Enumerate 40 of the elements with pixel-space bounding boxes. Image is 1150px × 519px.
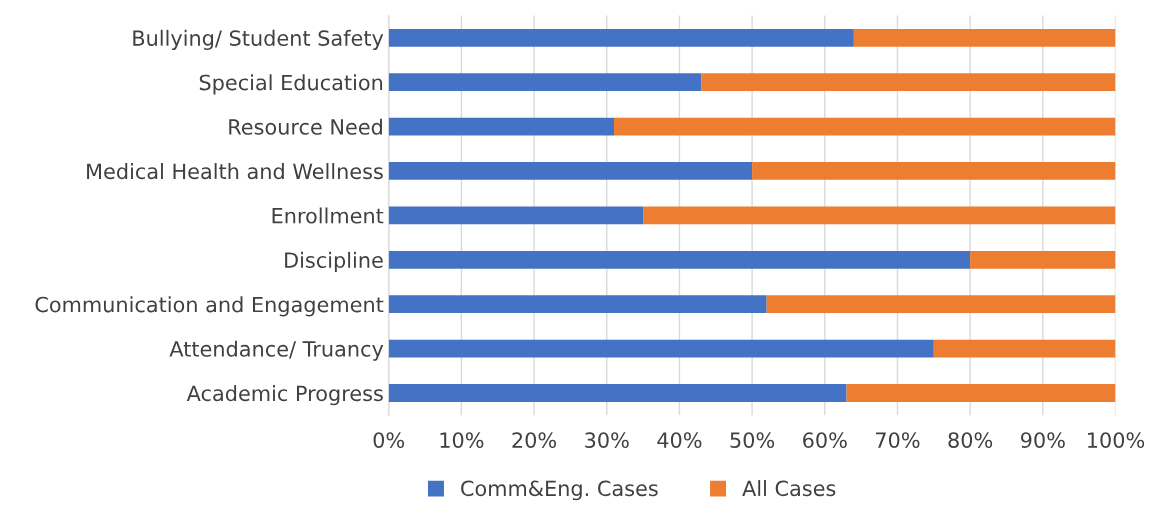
bar [853, 28, 1116, 47]
bar [701, 73, 1116, 92]
y-tick-label: Medical Health and Wellness [87, 163, 383, 180]
x-tick-label: 0% [373, 432, 405, 448]
x-tick-label: 10% [440, 432, 484, 448]
bar [388, 117, 615, 136]
legend-label: Comm&Eng. Cases [461, 480, 658, 501]
x-tick-label: 80% [948, 432, 993, 448]
y-tick-label: Special Education [199, 74, 383, 95]
bar [388, 384, 847, 402]
bar [933, 339, 1116, 358]
x-tick-label: 30% [585, 432, 629, 448]
bar [388, 250, 971, 269]
bar [388, 73, 702, 92]
bar [388, 28, 854, 47]
bar [614, 117, 1116, 136]
y-tick-label: Academic Progress [186, 385, 383, 406]
bar [388, 339, 934, 358]
bar [846, 384, 1116, 402]
y-tick-label: Attendance/ Truancy [169, 340, 384, 361]
x-tick-label: 50% [730, 432, 775, 448]
bar [766, 295, 1116, 314]
bar [388, 206, 644, 225]
y-tick-label: Enrollment [272, 207, 384, 224]
bar [752, 162, 1116, 180]
x-tick-label: 100% [1088, 432, 1145, 448]
y-tick-label: Bullying/ Student Safety [133, 29, 384, 51]
x-tick-label: 40% [657, 432, 702, 448]
y-tick-label: Communication and Engagement [35, 296, 384, 317]
x-tick-label: 70% [876, 432, 920, 448]
x-tick-label: 20% [512, 432, 557, 448]
bar [388, 295, 767, 314]
legend-label: All Cases [742, 480, 836, 497]
bar [970, 250, 1116, 269]
bar [388, 162, 753, 180]
y-tick-label: Discipline [285, 251, 383, 273]
x-tick-label: 60% [803, 432, 847, 448]
bar [643, 206, 1116, 225]
y-tick-label: Resource Need [229, 118, 382, 135]
x-tick-label: 90% [1020, 432, 1065, 448]
